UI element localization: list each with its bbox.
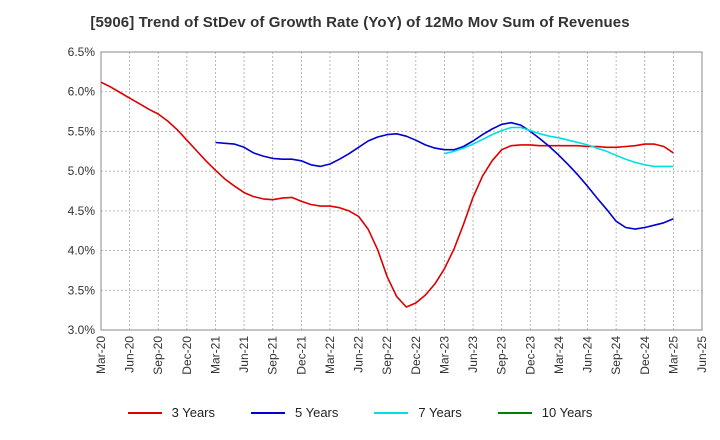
x-tick-label: Jun-25	[695, 336, 709, 373]
y-tick-label: 4.5%	[68, 204, 96, 218]
y-tick-label: 3.0%	[68, 323, 96, 337]
x-tick-label: Mar-20	[94, 336, 108, 374]
x-tick-label: Mar-25	[666, 336, 680, 374]
legend-swatch-10-years	[498, 412, 532, 414]
y-tick-label: 6.5%	[68, 45, 96, 59]
legend-swatch-5-years	[251, 412, 285, 414]
x-tick-label: Dec-24	[638, 336, 652, 375]
y-tick-label: 4.0%	[68, 244, 96, 258]
legend-item-10-years: 10 Years	[498, 405, 593, 420]
y-tick-label: 5.5%	[68, 124, 96, 138]
y-tick-label: 5.0%	[68, 164, 96, 178]
x-tick-label: Sep-24	[609, 336, 623, 375]
x-tick-label: Dec-22	[409, 336, 423, 375]
legend-label-7-years: 7 Years	[418, 405, 461, 420]
x-tick-label: Sep-23	[495, 336, 509, 375]
legend-swatch-3-years	[128, 412, 162, 414]
x-tick-label: Dec-20	[180, 336, 194, 375]
plot-frame	[101, 52, 702, 330]
y-tick-label: 6.0%	[68, 85, 96, 99]
line-chart: 3.0% 3.5% 4.0% 4.5% 5.0% 5.5% 6.0% 6.5% Mar-20 Ju…	[0, 0, 720, 440]
legend-item-3-years: 3 Years	[128, 405, 215, 420]
legend-label-3-years: 3 Years	[172, 405, 215, 420]
x-tick-label: Jun-20	[123, 336, 137, 373]
legend-label-10-years: 10 Years	[542, 405, 593, 420]
x-tick-label: Sep-20	[151, 336, 165, 375]
legend-swatch-7-years	[374, 412, 408, 414]
x-tick-label: Jun-22	[352, 336, 366, 373]
x-tick-label: Dec-23	[523, 336, 537, 375]
legend-item-7-years: 7 Years	[374, 405, 461, 420]
x-tick-label: Mar-24	[552, 336, 566, 374]
y-tick-label: 3.5%	[68, 283, 96, 297]
x-tick-label: Dec-21	[294, 336, 308, 375]
x-tick-label: Sep-21	[266, 336, 280, 375]
legend-item-5-years: 5 Years	[251, 405, 338, 420]
x-tick-label: Sep-22	[380, 336, 394, 375]
x-tick-label: Mar-22	[323, 336, 337, 374]
x-tick-label: Mar-21	[208, 336, 222, 374]
x-tick-label: Jun-21	[237, 336, 251, 373]
x-tick-label: Jun-24	[581, 336, 595, 373]
x-tick-label: Jun-23	[466, 336, 480, 373]
x-tick-label: Mar-23	[437, 336, 451, 374]
legend-label-5-years: 5 Years	[295, 405, 338, 420]
legend: 3 Years 5 Years 7 Years 10 Years	[0, 405, 720, 420]
